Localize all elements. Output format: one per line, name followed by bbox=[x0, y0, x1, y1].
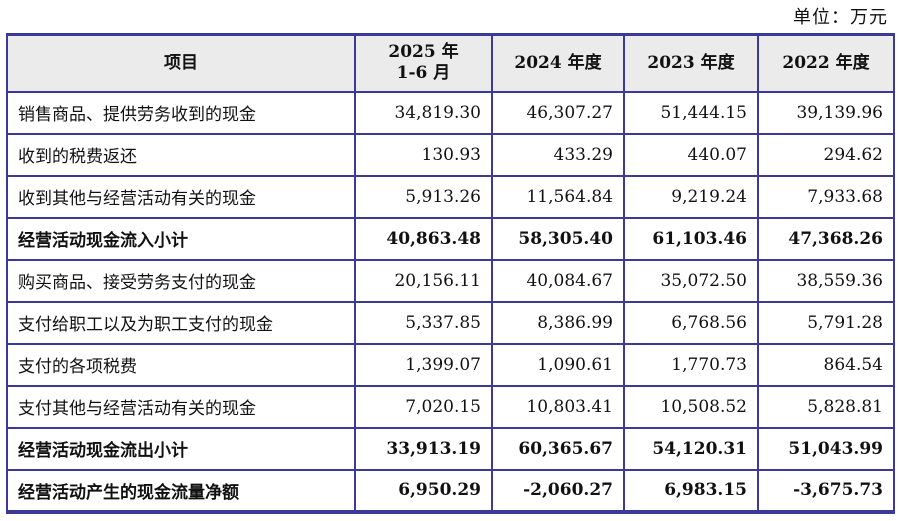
row-value: 6,768.56 bbox=[623, 300, 759, 345]
row-label: 购买商品、接受劳务支付的现金 bbox=[6, 258, 356, 303]
row-value: 47,368.26 bbox=[757, 216, 895, 261]
row-value: 1,399.07 bbox=[354, 342, 493, 387]
row-label: 销售商品、提供劳务收到的现金 bbox=[6, 90, 356, 135]
row-value: 60,365.67 bbox=[491, 426, 625, 471]
header-row: 项目 2025 年 1-6 月 2024 年度 2023 年度 2022 年度 bbox=[6, 33, 895, 93]
unit-label: 单位：万元 bbox=[793, 7, 888, 28]
cash-flow-table: 项目 2025 年 1-6 月 2024 年度 2023 年度 2022 年度 … bbox=[6, 33, 895, 514]
table-row: 经营活动产生的现金流量净额 6,950.29 -2,060.27 6,983.15 -3… bbox=[6, 468, 895, 514]
row-value: 8,386.99 bbox=[491, 300, 625, 345]
row-value: 5,828.81 bbox=[757, 384, 895, 429]
row-value: 1,770.73 bbox=[623, 342, 759, 387]
row-value: 39,139.96 bbox=[757, 90, 895, 135]
row-value: 5,791.28 bbox=[757, 300, 895, 345]
row-value: -3,675.73 bbox=[757, 468, 895, 514]
header-2024: 2024 年度 bbox=[491, 33, 625, 93]
row-value: 54,120.31 bbox=[623, 426, 759, 471]
row-value: 51,444.15 bbox=[623, 90, 759, 135]
row-value: 7,933.68 bbox=[757, 174, 895, 219]
row-value: 864.54 bbox=[757, 342, 895, 387]
row-value: 5,913.26 bbox=[354, 174, 493, 219]
row-value: 433.29 bbox=[491, 132, 625, 177]
row-value: 7,020.15 bbox=[354, 384, 493, 429]
table-row: 经营活动现金流出小计 33,913.19 60,365.67 54,120.31 51,… bbox=[6, 426, 895, 471]
table-row: 支付其他与经营活动有关的现金 7,020.15 10,803.41 10,508.52… bbox=[6, 384, 895, 429]
row-value: 294.62 bbox=[757, 132, 895, 177]
row-value: -2,060.27 bbox=[491, 468, 625, 514]
table-row: 收到的税费返还 130.93 433.29 440.07 294.62 bbox=[6, 132, 895, 177]
table-header: 项目 2025 年 1-6 月 2024 年度 2023 年度 2022 年度 bbox=[6, 33, 895, 93]
header-item: 项目 bbox=[6, 33, 356, 93]
table-row: 购买商品、接受劳务支付的现金 20,156.11 40,084.67 35,072.5… bbox=[6, 258, 895, 303]
row-value: 33,913.19 bbox=[354, 426, 493, 471]
table-row: 支付的各项税费 1,399.07 1,090.61 1,770.73 864.54 bbox=[6, 342, 895, 387]
table-row: 经营活动现金流入小计 40,863.48 58,305.40 61,103.46 47,… bbox=[6, 216, 895, 261]
header-2025-line2: 1-6 月 bbox=[396, 63, 451, 84]
row-value: 46,307.27 bbox=[491, 90, 625, 135]
row-label: 收到的税费返还 bbox=[6, 132, 356, 177]
row-value: 440.07 bbox=[623, 132, 759, 177]
row-value: 34,819.30 bbox=[354, 90, 493, 135]
row-value: 20,156.11 bbox=[354, 258, 493, 303]
row-value: 10,508.52 bbox=[623, 384, 759, 429]
row-value: 51,043.99 bbox=[757, 426, 895, 471]
table-row: 支付给职工以及为职工支付的现金 5,337.85 8,386.99 6,768.56 5… bbox=[6, 300, 895, 345]
row-value: 130.93 bbox=[354, 132, 493, 177]
header-2023: 2023 年度 bbox=[623, 33, 759, 93]
row-value: 5,337.85 bbox=[354, 300, 493, 345]
row-value: 1,090.61 bbox=[491, 342, 625, 387]
table-row: 销售商品、提供劳务收到的现金 34,819.30 46,307.27 51,444.1… bbox=[6, 90, 895, 135]
header-item-label: 项目 bbox=[164, 52, 198, 73]
header-2022: 2022 年度 bbox=[757, 33, 895, 93]
row-value: 61,103.46 bbox=[623, 216, 759, 261]
row-value: 40,863.48 bbox=[354, 216, 493, 261]
header-2025-h1: 2025 年 1-6 月 bbox=[354, 33, 493, 93]
header-2025-line1: 2025 年 bbox=[388, 42, 459, 62]
table-row: 收到其他与经营活动有关的现金 5,913.26 11,564.84 9,219.24 7… bbox=[6, 174, 895, 219]
row-value: 10,803.41 bbox=[491, 384, 625, 429]
row-value: 38,559.36 bbox=[757, 258, 895, 303]
row-value: 35,072.50 bbox=[623, 258, 759, 303]
table-body: 销售商品、提供劳务收到的现金 34,819.30 46,307.27 51,444.1… bbox=[6, 90, 895, 514]
row-label: 收到其他与经营活动有关的现金 bbox=[6, 174, 356, 219]
row-value: 40,084.67 bbox=[491, 258, 625, 303]
row-value: 58,305.40 bbox=[491, 216, 625, 261]
row-value: 6,983.15 bbox=[623, 468, 759, 514]
row-label: 经营活动现金流出小计 bbox=[6, 426, 356, 471]
row-value: 11,564.84 bbox=[491, 174, 625, 219]
row-label: 支付给职工以及为职工支付的现金 bbox=[6, 300, 356, 345]
row-label: 支付其他与经营活动有关的现金 bbox=[6, 384, 356, 429]
row-value: 6,950.29 bbox=[354, 468, 493, 514]
row-label: 经营活动现金流入小计 bbox=[6, 216, 356, 261]
row-value: 9,219.24 bbox=[623, 174, 759, 219]
row-label: 支付的各项税费 bbox=[6, 342, 356, 387]
row-label: 经营活动产生的现金流量净额 bbox=[6, 468, 356, 514]
